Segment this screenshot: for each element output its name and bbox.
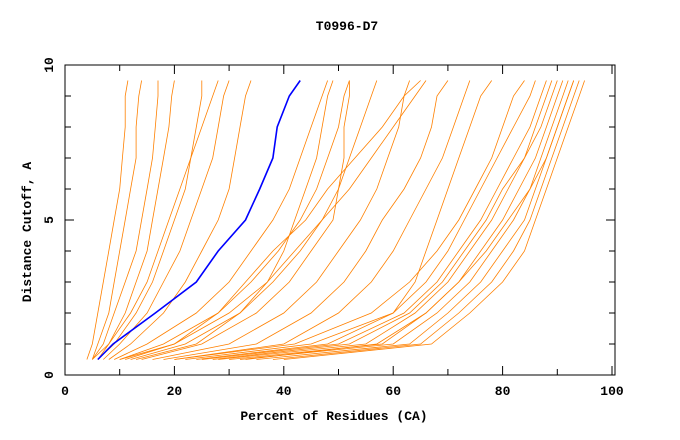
model-series-line-12 bbox=[141, 80, 350, 360]
x-axis-label: Percent of Residues (CA) bbox=[240, 409, 427, 424]
series-layer bbox=[86, 80, 585, 361]
y-tick-label: 10 bbox=[42, 57, 57, 73]
model-series-line-2 bbox=[91, 80, 142, 360]
model-series-line-10 bbox=[119, 80, 350, 360]
y-tick-label: 5 bbox=[42, 216, 57, 224]
axes-layer: 0 20 40 60 80 100 0 5 10 bbox=[42, 57, 624, 399]
model-series-line-22 bbox=[229, 80, 564, 360]
highlight-series-line bbox=[97, 80, 301, 361]
model-series-line-16 bbox=[174, 80, 471, 360]
model-series-line-6 bbox=[103, 80, 230, 360]
model-series-line-23 bbox=[239, 80, 569, 360]
model-series-line-29 bbox=[174, 80, 525, 360]
x-tick-label: 0 bbox=[61, 384, 69, 399]
model-series-line-15 bbox=[163, 80, 449, 360]
model-series-line-4 bbox=[97, 80, 175, 360]
model-series-line-25 bbox=[272, 80, 580, 360]
x-tick-label: 60 bbox=[385, 384, 401, 399]
model-series-line-5 bbox=[97, 80, 203, 360]
x-tick-label: 20 bbox=[167, 384, 183, 399]
model-series-line-20 bbox=[201, 80, 547, 360]
model-series-line-24 bbox=[256, 80, 575, 360]
model-series-line-19 bbox=[185, 80, 536, 360]
model-series-line-11 bbox=[130, 80, 378, 360]
model-series-line-27 bbox=[245, 80, 575, 360]
x-tick-label: 80 bbox=[495, 384, 511, 399]
chart-title: T0996-D7 bbox=[316, 19, 378, 34]
y-tick-label: 0 bbox=[42, 371, 57, 379]
model-series-line-14 bbox=[125, 80, 427, 360]
model-series-line-28 bbox=[212, 80, 558, 360]
model-series-line-30 bbox=[196, 80, 493, 360]
model-series-line-8 bbox=[108, 80, 252, 360]
model-series-line-1 bbox=[86, 80, 129, 360]
model-series-line-17 bbox=[119, 80, 421, 360]
model-series-line-3 bbox=[91, 80, 159, 360]
x-tick-label: 100 bbox=[600, 384, 624, 399]
model-series-line-18 bbox=[136, 80, 334, 360]
y-axis-label: Distance Cutoff, A bbox=[20, 162, 35, 303]
model-series-line-7 bbox=[92, 80, 219, 360]
x-tick-label: 40 bbox=[276, 384, 292, 399]
model-series-line-26 bbox=[283, 80, 585, 360]
model-series-line-21 bbox=[218, 80, 553, 360]
model-series-line-9 bbox=[114, 80, 328, 360]
